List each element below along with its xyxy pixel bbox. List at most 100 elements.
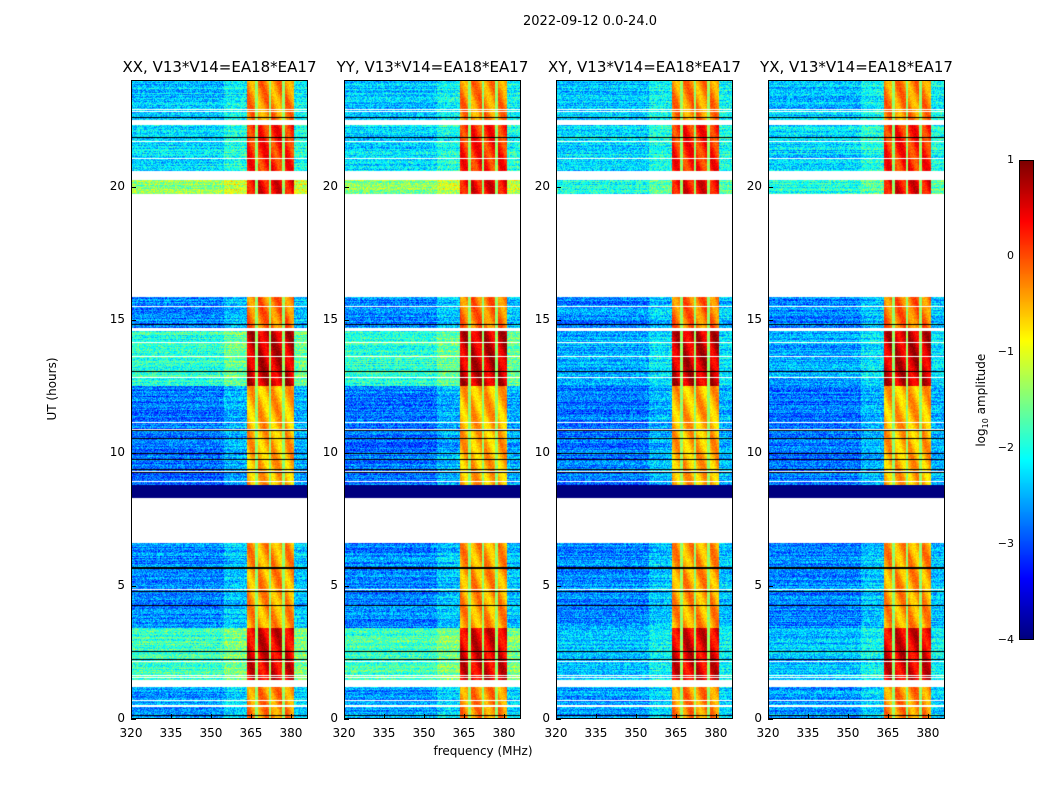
x-tick-label: 380 — [492, 726, 516, 740]
panel-title: XX, V13*V14=EA18*EA17 — [122, 58, 317, 76]
y-tick-label: 10 — [746, 444, 762, 459]
y-tick-label: 5 — [330, 577, 338, 592]
y-tick-mark — [344, 319, 349, 321]
y-tick-label: 20 — [746, 178, 762, 193]
y-tick-mark — [768, 186, 773, 188]
x-tick-label: 320 — [544, 726, 568, 740]
x-tick-label: 380 — [279, 726, 303, 740]
panel-0: XX, V13*V14=EA18*EA17 320 335 350 365 380 0 5 10… — [110, 58, 317, 740]
y-tick-mark — [131, 186, 136, 188]
heatmap-image — [556, 80, 733, 719]
heatmap-image — [131, 80, 308, 719]
y-tick-label: 0 — [542, 711, 550, 725]
x-tick-label: 380 — [916, 726, 940, 740]
x-tick-mark — [503, 714, 505, 719]
heatmap-image — [344, 80, 521, 719]
y-tick-label: 20 — [534, 178, 550, 193]
x-tick-mark — [131, 714, 132, 719]
y-tick-label: 20 — [109, 178, 125, 193]
x-tick-label: 320 — [756, 726, 780, 740]
colorbar-tick-label: −4 — [997, 633, 1014, 646]
x-tick-label: 320 — [332, 726, 356, 740]
y-tick-label: 10 — [322, 444, 338, 459]
y-tick-mark — [344, 585, 349, 587]
y-tick-label: 0 — [754, 711, 762, 725]
y-tick-label: 0 — [117, 711, 125, 725]
y-tick-label: 15 — [746, 311, 762, 326]
colorbar — [1019, 160, 1034, 640]
x-tick-label: 320 — [119, 726, 143, 740]
x-tick-mark — [250, 714, 252, 719]
x-tick-label: 365 — [664, 726, 688, 740]
y-tick-mark — [768, 719, 773, 720]
panel-title: YX, V13*V14=EA18*EA17 — [760, 58, 953, 76]
y-tick-label: 15 — [109, 311, 125, 326]
colorbar-tick-label: −2 — [997, 441, 1014, 454]
y-tick-label: 10 — [534, 444, 550, 459]
y-tick-mark — [344, 452, 349, 454]
x-tick-mark — [463, 714, 465, 719]
x-tick-label: 335 — [584, 726, 608, 740]
colorbar-tick-label: 0 — [1007, 249, 1014, 262]
panel-title: XY, V13*V14=EA18*EA17 — [548, 58, 741, 76]
x-tick-label: 365 — [876, 726, 900, 740]
figure-title: 2022-09-12 0.0-24.0 — [523, 14, 657, 29]
y-tick-mark — [768, 319, 773, 321]
x-tick-label: 365 — [239, 726, 263, 740]
y-tick-mark — [344, 719, 349, 720]
y-tick-mark — [556, 719, 561, 720]
panel-1: YY, V13*V14=EA18*EA17 320 335 350 365 380 0 5 10… — [323, 58, 529, 740]
x-tick-label: 350 — [412, 726, 436, 740]
axes-frame — [556, 80, 733, 719]
y-tick-mark — [131, 319, 136, 321]
x-tick-label: 350 — [836, 726, 860, 740]
y-tick-mark — [556, 319, 561, 321]
axes-frame — [344, 80, 521, 719]
x-tick-label: 335 — [159, 726, 183, 740]
panel-title: YY, V13*V14=EA18*EA17 — [336, 58, 529, 76]
panel-2: XY, V13*V14=EA18*EA17 320 335 350 365 380 0 5 10… — [535, 58, 741, 740]
heatmap-image — [768, 80, 945, 719]
colorbar-tick-label: 1 — [1007, 153, 1014, 166]
x-tick-label: 335 — [796, 726, 820, 740]
axes-frame — [131, 80, 308, 719]
x-tick-label: 335 — [372, 726, 396, 740]
x-tick-mark — [170, 714, 172, 719]
y-tick-mark — [556, 186, 561, 188]
y-tick-label: 15 — [322, 311, 338, 326]
y-tick-label: 5 — [754, 577, 762, 592]
x-tick-mark — [556, 714, 557, 719]
panel-3: YX, V13*V14=EA18*EA17 320 335 350 365 380 0 5 10… — [747, 58, 953, 740]
y-tick-label: 15 — [534, 311, 550, 326]
x-tick-mark — [675, 714, 677, 719]
x-tick-mark — [635, 714, 637, 719]
y-tick-mark — [768, 585, 773, 587]
x-tick-mark — [423, 714, 425, 719]
y-tick-mark — [131, 719, 136, 720]
x-tick-mark — [847, 714, 849, 719]
colorbar-tick-label: −3 — [997, 537, 1014, 550]
axes-frame — [768, 80, 945, 719]
colorbar-label: log10 amplitude — [973, 353, 991, 447]
x-tick-label: 350 — [199, 726, 223, 740]
x-tick-mark — [768, 714, 769, 719]
y-tick-label: 5 — [542, 577, 550, 592]
x-tick-label: 380 — [704, 726, 728, 740]
colorbar-tick-label: −1 — [997, 345, 1014, 358]
y-tick-mark — [768, 452, 773, 454]
x-tick-mark — [715, 714, 717, 719]
y-tick-label: 5 — [117, 577, 125, 592]
y-axis-label: UT (hours) — [45, 357, 59, 421]
x-tick-label: 350 — [624, 726, 648, 740]
y-tick-mark — [556, 585, 561, 587]
y-tick-label: 10 — [109, 444, 125, 459]
x-tick-mark — [383, 714, 385, 719]
x-axis-label: frequency (MHz) — [433, 744, 533, 758]
y-tick-mark — [556, 452, 561, 454]
x-tick-mark — [344, 714, 345, 719]
y-tick-label: 20 — [322, 178, 338, 193]
x-tick-mark — [887, 714, 889, 719]
y-tick-mark — [344, 186, 349, 188]
y-tick-label: 0 — [330, 711, 338, 725]
